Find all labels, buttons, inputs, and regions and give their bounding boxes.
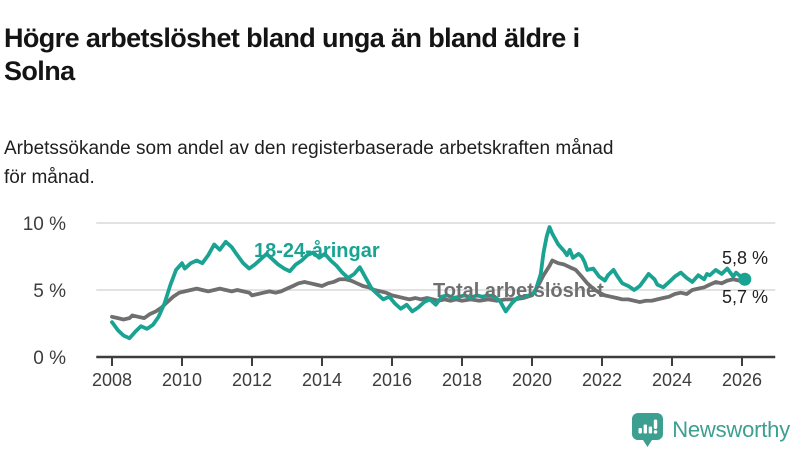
series-line — [110, 258, 747, 322]
x-axis-tick-label: 2008 — [92, 370, 132, 390]
y-axis-tick-label: 0 % — [33, 348, 66, 369]
newsworthy-wordmark: Newsworthy — [672, 417, 790, 442]
x-axis-tick-label: 2018 — [442, 370, 482, 390]
x-axis-tick-label: 2026 — [722, 370, 762, 390]
x-axis-tick-label: 2010 — [162, 370, 202, 390]
chart-title-line1: Högre arbetslöshet bland unga än bland ä… — [4, 23, 580, 54]
x-axis-tick-label: 2016 — [372, 370, 412, 390]
series-label-young: 18-24-åringar — [254, 240, 380, 262]
y-axis-tick-label: 10 % — [23, 214, 66, 235]
newsworthy-logo[interactable]: Newsworthy — [632, 413, 790, 447]
series-line — [110, 225, 747, 341]
end-value-label-young: 5,8 % — [722, 248, 769, 268]
end-value-label-total: 5,7 % — [722, 287, 769, 307]
x-axis-tick-label: 2024 — [652, 370, 692, 390]
chart-subtitle-line1: Arbetssökande som andel av den registerb… — [4, 138, 614, 159]
series-label-total: Total arbetslöshet — [433, 280, 604, 302]
chart-title: Högre arbetslöshet bland unga än bland ä… — [4, 22, 784, 88]
chart-subtitle-line2: för månad. — [4, 167, 95, 188]
series-end-dot — [738, 272, 752, 286]
x-axis-tick-label: 2020 — [512, 370, 552, 390]
x-axis-tick-label: 2012 — [232, 370, 272, 390]
x-axis-tick-label: 2022 — [582, 370, 622, 390]
y-axis-tick-label: 5 % — [33, 281, 66, 302]
chart-title-line2: Solna — [4, 56, 75, 87]
chart-subtitle: Arbetssökande som andel av den registerb… — [4, 134, 784, 192]
x-axis-tick-label: 2014 — [302, 370, 342, 390]
newsworthy-logo-icon — [632, 413, 664, 447]
